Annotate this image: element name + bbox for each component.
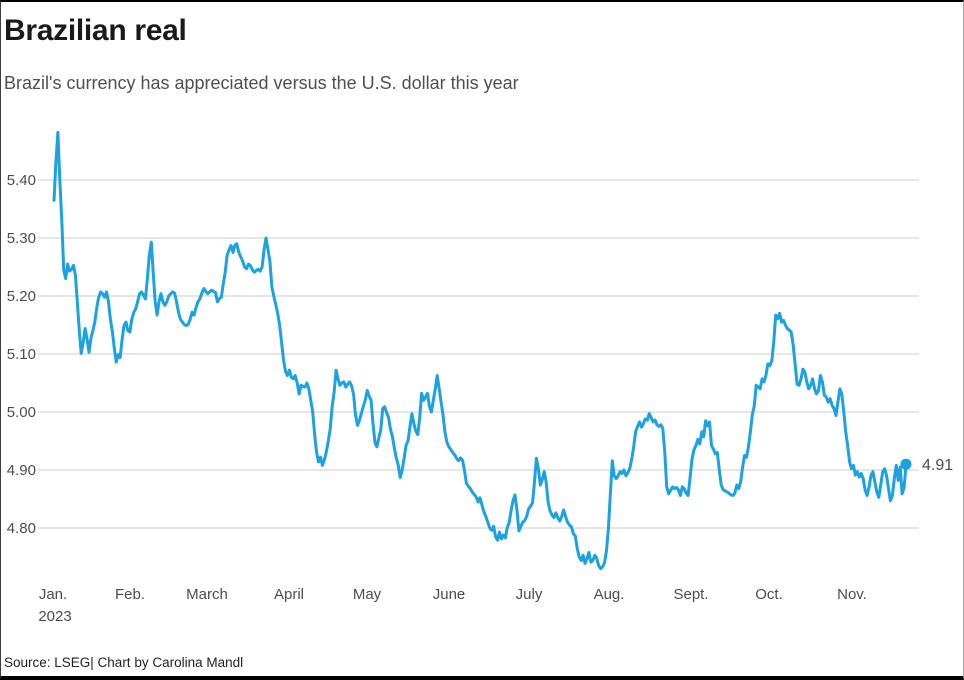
y-tick-label: 5.10: [7, 346, 36, 363]
y-axis-labels: 5.40 5.30 5.20 5.10 5.00 4.90 4.80: [7, 172, 36, 537]
x-tick-label: Feb.: [115, 586, 145, 603]
y-tick-label: 4.80: [7, 520, 36, 537]
chart-title: Brazilian real: [4, 14, 187, 47]
gridlines: [38, 179, 919, 529]
x-tick-label: May: [353, 586, 382, 603]
end-value-label: 4.91: [922, 457, 953, 474]
x-tick-label: April: [274, 586, 304, 603]
y-tick-label: 5.00: [7, 404, 36, 421]
price-line: [52, 130, 908, 571]
x-tick-label: June: [433, 586, 466, 603]
x-tick-label: March: [186, 586, 228, 603]
x-tick-label: July: [516, 586, 543, 603]
chart-subtitle: Brazil's currency has appreciated versus…: [4, 73, 519, 93]
y-tick-label: 5.30: [7, 230, 36, 247]
x-tick-label: Jan.: [39, 586, 67, 603]
y-tick-label: 5.40: [7, 172, 36, 189]
x-tick-label: Oct.: [755, 586, 783, 603]
endpoint-marker: [900, 458, 912, 470]
x-tick-label: Sept.: [673, 586, 708, 603]
x-axis-labels: Jan. 2023 Feb. March April May June July Aug. Sep…: [38, 586, 867, 625]
y-tick-label: 5.20: [7, 288, 36, 305]
x-tick-sublabel: 2023: [38, 608, 71, 625]
y-tick-label: 4.90: [7, 462, 36, 479]
x-tick-label: Nov.: [837, 586, 867, 603]
source-attribution: Source: LSEG| Chart by Carolina Mandl: [4, 655, 244, 670]
x-tick-label: Aug.: [594, 586, 625, 603]
